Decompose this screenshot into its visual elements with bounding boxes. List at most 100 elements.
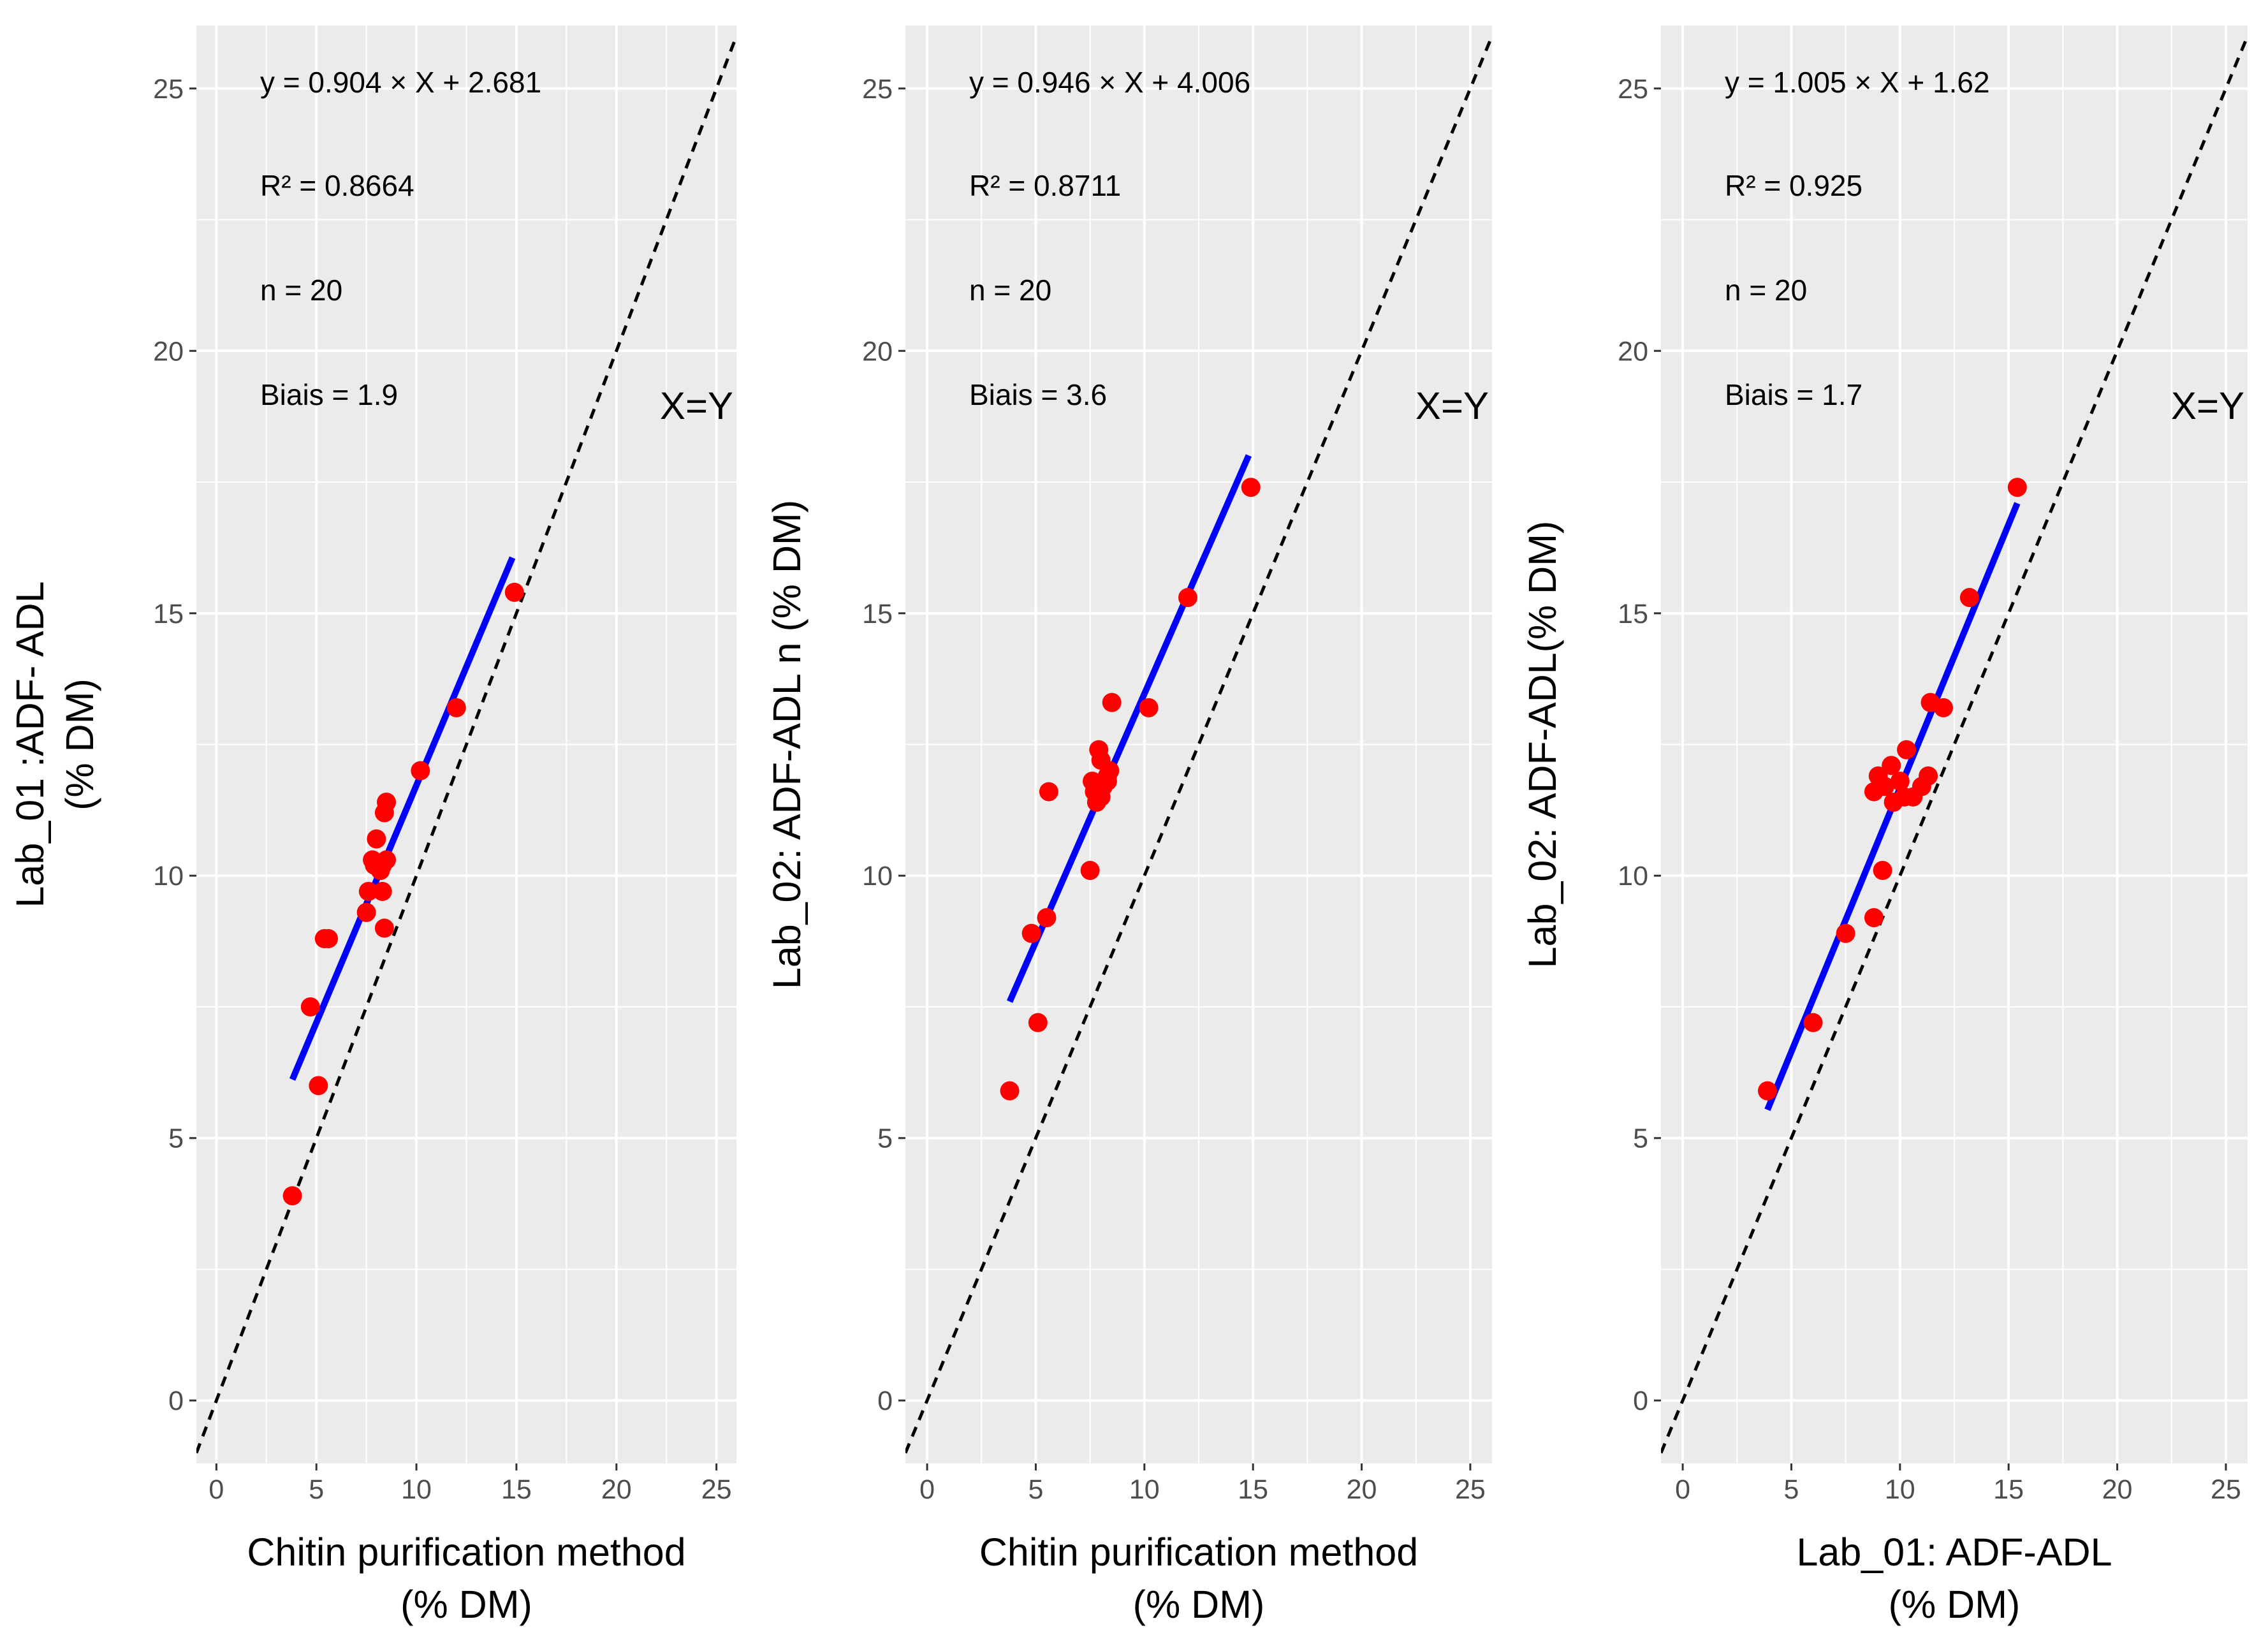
x-axis-title: Chitin purification method: [247, 1530, 685, 1574]
x-tick-label: 10: [1129, 1474, 1160, 1505]
x-tick-label: 15: [501, 1474, 532, 1505]
data-point: [1882, 756, 1901, 775]
data-point: [1178, 588, 1197, 608]
y-tick-label: 15: [862, 599, 893, 629]
x-axis-title: (% DM): [1889, 1583, 2021, 1626]
plot-area: [905, 35, 1492, 1454]
data-point: [2007, 478, 2027, 497]
panel-1: 0 5 10 15 20 25 0 5 10 15 20 25 y = 0.904 × X + 2.68…: [8, 26, 736, 1626]
x-axis-title: Chitin purification method: [979, 1530, 1418, 1574]
x-tick-label: 15: [1993, 1474, 2024, 1505]
data-point: [374, 918, 394, 938]
y-tick-label: 10: [153, 861, 184, 891]
data-point: [1028, 1013, 1048, 1032]
data-point: [1102, 693, 1122, 712]
x-axis-title: (% DM): [400, 1583, 532, 1626]
data-point: [358, 881, 378, 901]
data-point: [1959, 588, 1979, 608]
y-axis-title: (% DM): [58, 678, 101, 810]
x-tick-label: 5: [309, 1474, 324, 1505]
y-tick-label: 25: [862, 74, 893, 105]
x-tick-label: 0: [919, 1474, 935, 1505]
data-point: [1803, 1013, 1823, 1032]
annotation-line: n = 20: [260, 274, 342, 307]
data-point: [1039, 782, 1058, 802]
data-point: [1933, 698, 1953, 717]
y-tick-label: 0: [168, 1386, 184, 1416]
x-tick-label: 20: [2102, 1474, 2133, 1505]
data-point: [1836, 923, 1855, 943]
x-tick-label: 25: [2211, 1474, 2241, 1505]
data-point: [411, 761, 430, 781]
annotation-line: n = 20: [969, 274, 1051, 307]
annotation-line: R² = 0.8664: [260, 169, 414, 202]
annotation-line: R² = 0.8711: [969, 169, 1121, 202]
y-tick-label: 0: [1633, 1386, 1648, 1416]
y-tick-label: 5: [1633, 1124, 1648, 1154]
data-point: [300, 997, 320, 1016]
data-point: [1757, 1081, 1777, 1101]
y-axis-title: Lab_02: ADF-ADL n (% DM): [765, 500, 808, 989]
panel-3: 0 5 10 15 20 25 0 5 10 15 20 25 y = 1.005 × X + 1.62…: [1521, 26, 2248, 1626]
data-point: [367, 829, 386, 849]
x-tick-label: 5: [1783, 1474, 1799, 1505]
annotation-line: y = 0.904 × X + 2.681: [260, 66, 541, 99]
data-point: [1890, 772, 1910, 791]
y-tick-label: 20: [862, 336, 893, 367]
y-axis-title: Lab_02: ADF-ADL(% DM): [1521, 521, 1564, 969]
annotation-line: R² = 0.925: [1725, 169, 1862, 202]
data-point: [282, 1186, 302, 1206]
data-point: [1241, 478, 1261, 497]
identity-line: [196, 35, 736, 1454]
y-tick-label: 10: [862, 861, 893, 891]
x-tick-label: 15: [1238, 1474, 1268, 1505]
x-axis-title: Lab_01: ADF-ADL: [1796, 1530, 2112, 1574]
data-point: [1897, 740, 1917, 759]
regression-line: [289, 556, 516, 1081]
data-point: [446, 698, 466, 717]
x-tick-label: 0: [209, 1474, 224, 1505]
data-point: [1919, 766, 1938, 786]
y-axis-title: Lab_01 :ADF- ADL: [8, 581, 52, 907]
y-tick-label: 15: [153, 599, 184, 629]
data-point: [1021, 923, 1041, 943]
plot-area: [196, 35, 736, 1454]
identity-line: [1661, 35, 2248, 1454]
x-tick-label: 10: [401, 1474, 432, 1505]
x-tick-label: 25: [1455, 1474, 1486, 1505]
y-tick-label: 20: [1618, 336, 1648, 367]
y-tick-label: 20: [153, 336, 184, 367]
y-tick-label: 10: [1618, 861, 1648, 891]
x-tick-label: 10: [1885, 1474, 1915, 1505]
data-point: [356, 902, 376, 922]
data-point: [1080, 861, 1100, 881]
x-tick-label: 25: [701, 1474, 732, 1505]
data-point: [372, 881, 392, 901]
y-tick-label: 5: [877, 1124, 893, 1154]
identity-label: X=Y: [2171, 385, 2244, 427]
annotation-line: Biais = 1.9: [260, 378, 398, 411]
data-point: [1085, 782, 1104, 802]
y-tick-label: 0: [877, 1386, 893, 1416]
identity-label: X=Y: [1416, 385, 1489, 427]
x-tick-label: 20: [601, 1474, 632, 1505]
data-point: [1139, 698, 1159, 717]
annotation-line: Biais = 1.7: [1725, 378, 1862, 411]
data-point: [1089, 740, 1109, 759]
annotation-line: y = 1.005 × X + 1.62: [1725, 66, 1990, 99]
identity-label: X=Y: [660, 385, 733, 427]
annotation-line: y = 0.946 × X + 4.006: [969, 66, 1250, 99]
x-tick-label: 20: [1347, 1474, 1377, 1505]
annotation-line: Biais = 3.6: [969, 378, 1107, 411]
data-point: [1864, 908, 1884, 928]
annotation-line: n = 20: [1725, 274, 1807, 307]
x-tick-label: 5: [1028, 1474, 1043, 1505]
data-point: [309, 1076, 328, 1096]
data-point: [1097, 766, 1117, 786]
data-point: [504, 582, 524, 602]
data-point: [1000, 1081, 1020, 1101]
data-point: [319, 929, 339, 949]
y-tick-label: 5: [168, 1124, 184, 1154]
y-tick-label: 25: [1618, 74, 1648, 105]
